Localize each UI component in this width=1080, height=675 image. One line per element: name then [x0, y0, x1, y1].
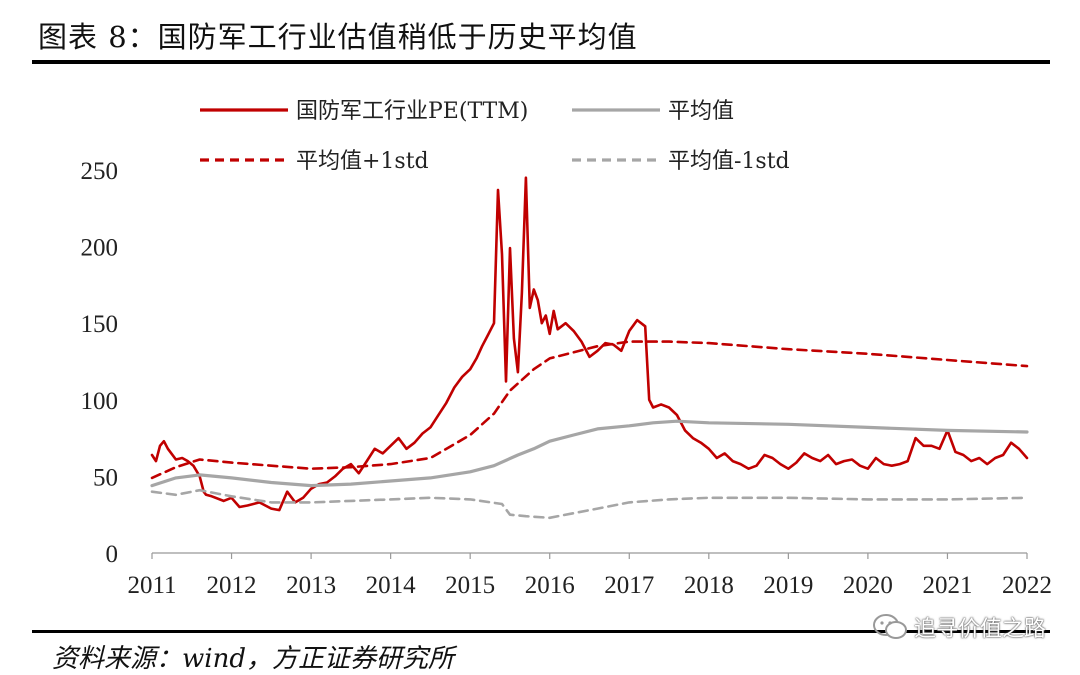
legend-label-3: 平均值-1std	[668, 149, 790, 174]
watermark: 追寻价值之路	[872, 611, 1046, 643]
x-tick-label: 2020	[843, 572, 893, 599]
y-tick-label: 250	[81, 158, 119, 185]
x-tick-label: 2018	[684, 572, 734, 599]
y-tick-label: 100	[81, 388, 119, 415]
y-tick-label: 0	[106, 541, 119, 568]
x-tick-label: 2014	[366, 572, 417, 599]
chart-figure-title: 图表 8：国防军工行业估值稍低于历史平均值	[38, 20, 638, 54]
top-rule	[32, 60, 1050, 64]
legend-label-1: 平均值	[668, 99, 734, 124]
series-line-1	[150, 419, 1029, 488]
x-tick-label: 2022	[1002, 572, 1052, 599]
x-tick-label: 2012	[207, 572, 257, 599]
legend-label-2: 平均值+1std	[296, 149, 429, 174]
series-line-3	[150, 488, 1029, 520]
watermark-text: 追寻价值之路	[913, 617, 1046, 642]
legend-label-0: 国防军工行业PE(TTM)	[296, 99, 528, 124]
x-tick-label: 2016	[525, 572, 575, 599]
y-tick-label: 200	[81, 235, 119, 262]
y-tick-label: 50	[93, 464, 118, 491]
bottom-rule	[32, 630, 1050, 633]
chart-series	[150, 176, 1029, 520]
x-tick-label: 2013	[286, 572, 336, 599]
chart-axes: 2011 2012 2013 2014 2015 2016 2017 2018 2019 2020…	[81, 158, 1053, 599]
source-note: 资料来源：wind，方正证券研究所	[52, 644, 454, 674]
y-tick-label: 150	[81, 311, 119, 338]
x-tick-label: 2017	[604, 572, 654, 599]
x-tick-label: 2021	[922, 572, 972, 599]
series-line-0	[150, 176, 1029, 512]
x-tick-label: 2015	[445, 572, 495, 599]
x-tick-label: 2019	[763, 572, 813, 599]
series-line-2	[150, 340, 1029, 480]
x-tick-label: 2011	[127, 572, 176, 599]
wechat-icon	[872, 614, 907, 639]
